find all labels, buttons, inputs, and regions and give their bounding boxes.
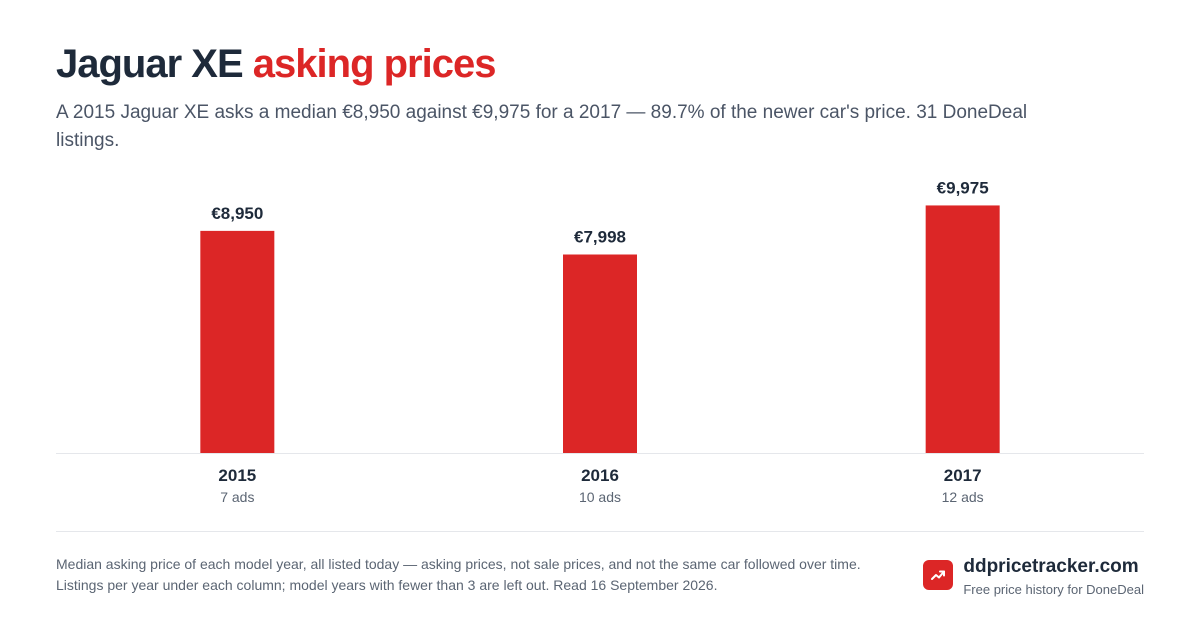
page-subtitle: A 2015 Jaguar XE asks a median €8,950 ag… (56, 102, 1028, 151)
title-accent: asking prices (252, 42, 497, 86)
trend-up-icon (923, 560, 954, 590)
brand-name[interactable]: ddpricetracker.com (963, 556, 1139, 577)
bar-2017 (925, 205, 1000, 453)
category-label-2016: 2016 (581, 466, 619, 485)
brand-tagline: Free price history for DoneDeal (963, 582, 1144, 597)
category-label-2017: 2017 (944, 466, 982, 485)
ads-count-2015: 7 ads (220, 489, 254, 505)
page-title: Jaguar XE asking prices (56, 38, 497, 90)
value-label-2015: €8,950 (211, 204, 263, 223)
title-main: Jaguar XE (56, 42, 244, 86)
footer-divider (56, 531, 1144, 532)
category-label-2015: 2015 (218, 466, 256, 485)
bar-2015 (200, 230, 275, 453)
bar-chart: €8,950 2015 7 ads €7,998 2016 10 ads €9,975 201… (56, 178, 1144, 505)
ads-count-2016: 10 ads (579, 489, 621, 505)
bar-2016 (563, 254, 637, 453)
value-label-2017: €9,975 (937, 178, 989, 197)
ads-count-2017: 12 ads (942, 489, 984, 505)
chart-footnote: Median asking price of each model year, … (56, 556, 861, 593)
value-label-2016: €7,998 (574, 228, 626, 247)
brand-block[interactable]: ddpricetracker.com Free price history fo… (923, 556, 1144, 600)
